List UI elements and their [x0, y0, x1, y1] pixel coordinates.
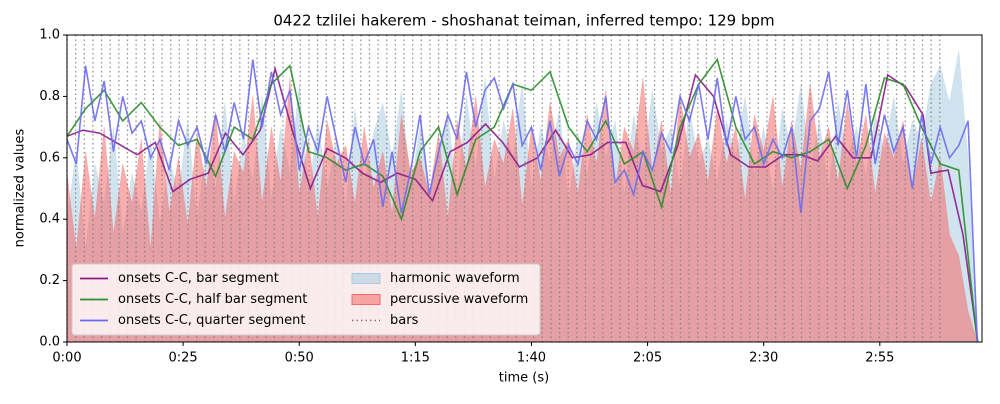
x-tick-label: 1:15: [401, 351, 430, 366]
y-tick-label: 0.4: [39, 212, 60, 227]
y-tick-label: 0.2: [39, 273, 60, 288]
series-line: [66, 57, 979, 343]
legend-label: onsets C-C, quarter segment: [118, 313, 305, 328]
x-tick-label: 1:40: [517, 351, 546, 366]
x-axis-label: time (s): [499, 371, 549, 386]
legend-label: onsets C-C, half bar segment: [118, 292, 307, 307]
plot-frame: [66, 34, 983, 343]
legend-swatch: [351, 273, 381, 284]
legend-label: percussive waveform: [390, 292, 528, 307]
legend: onsets C-C, bar segment onsets C-C, half …: [71, 263, 541, 336]
series-line: [66, 59, 979, 343]
legend-label: bars: [390, 313, 419, 328]
legend-label: onsets C-C, bar segment: [118, 271, 279, 286]
y-tick-label: 0.8: [39, 89, 60, 104]
chart-title: 0422 tzlilei hakerem - shoshanat teiman,…: [273, 12, 774, 30]
x-tick-label: 2:55: [865, 351, 894, 366]
x-tick-label: 0:25: [169, 351, 198, 366]
legend-label: harmonic waveform: [390, 271, 520, 286]
y-axis-label: normalized values: [13, 128, 28, 247]
x-tick-label: 0:50: [285, 351, 314, 366]
x-tick-label: 2:30: [749, 351, 778, 366]
legend-swatch: [351, 294, 381, 305]
x-tick-label: 2:05: [633, 351, 662, 366]
y-tick-label: 0.6: [39, 150, 60, 165]
x-tick-label: 0:00: [52, 351, 81, 366]
y-tick-label: 0.0: [39, 335, 60, 350]
y-tick-label: 1.0: [39, 28, 60, 43]
legend-box: [71, 263, 541, 336]
